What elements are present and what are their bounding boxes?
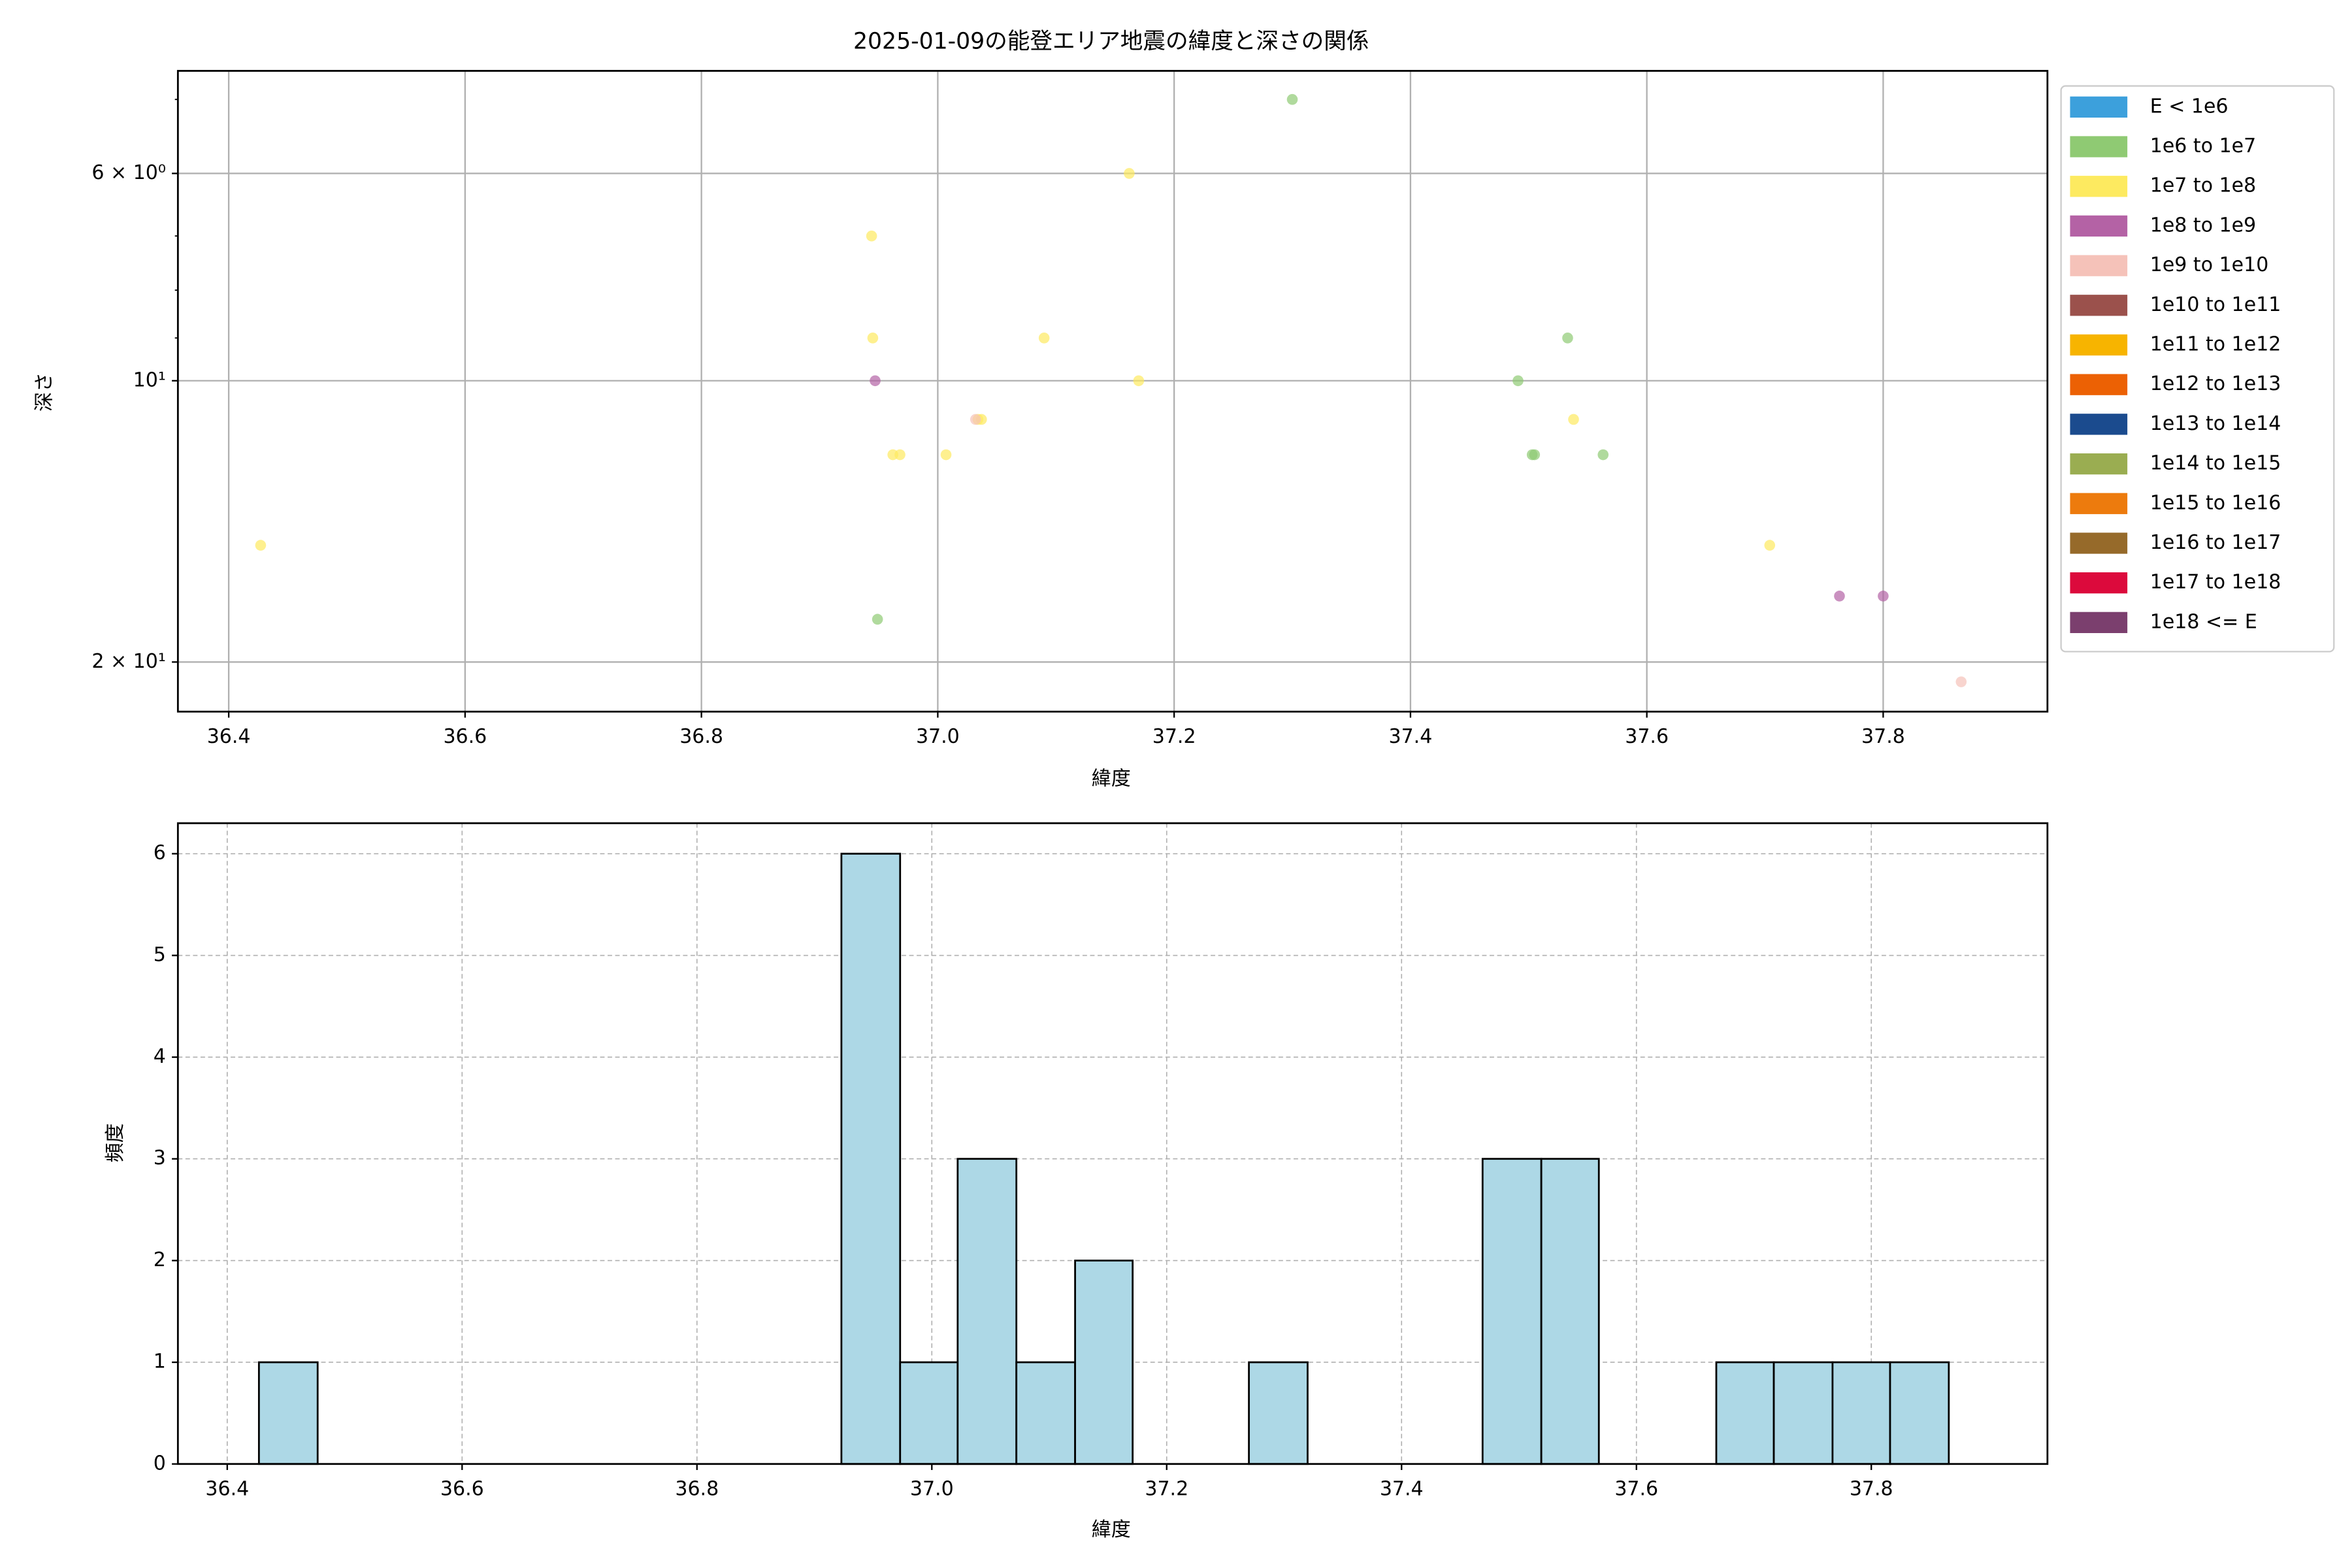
scatter-point: [255, 540, 267, 551]
legend-label: 1e18 <= E: [2150, 610, 2257, 633]
legend-label: 1e17 to 1e18: [2150, 571, 2281, 594]
x-tick-label: 37.8: [1850, 1478, 1893, 1501]
histogram-bar: [1772, 1361, 1834, 1465]
histogram-bar: [1481, 1158, 1543, 1465]
legend-label: 1e6 to 1e7: [2150, 135, 2256, 157]
scatter-point: [1597, 449, 1609, 461]
plot-frame: [176, 70, 2049, 713]
legend-box: [2060, 85, 2335, 653]
scatter-point: [1568, 414, 1579, 425]
legend-label: 1e9 to 1e10: [2150, 253, 2269, 276]
x-tick-label: 37.6: [1614, 1478, 1658, 1501]
legend-label: 1e15 to 1e16: [2150, 491, 2281, 514]
legend-swatch: [2070, 374, 2128, 395]
scatter-point: [894, 449, 906, 461]
y-tick-label: 0: [154, 1452, 166, 1475]
x-tick-label: 37.8: [1861, 725, 1905, 748]
scatter-point: [867, 333, 879, 344]
y-tick-label: 10¹: [133, 368, 166, 391]
x-tick-label: 37.0: [916, 725, 960, 748]
histogram-bar: [1015, 1361, 1076, 1465]
x-axis-label: 緯度: [1092, 1518, 1131, 1541]
legend-label: E < 1e6: [2150, 95, 2229, 118]
histogram-bar: [899, 1361, 959, 1465]
legend-swatch: [2070, 453, 2128, 475]
x-tick-label: 36.6: [440, 1478, 484, 1501]
y-tick-label: 6: [154, 841, 166, 864]
scatter-point: [1878, 591, 1889, 602]
legend-swatch: [2070, 334, 2128, 356]
scatter-point: [1529, 449, 1541, 461]
x-tick-label: 36.8: [675, 1478, 719, 1501]
histogram-bar: [1074, 1260, 1134, 1465]
scatter-point: [970, 414, 981, 425]
y-tick-label: 1: [154, 1350, 166, 1373]
legend-swatch: [2070, 572, 2128, 594]
histogram-bar: [840, 853, 902, 1465]
histogram-bar: [1831, 1361, 1891, 1465]
legend-swatch: [2070, 493, 2128, 514]
legend-label: 1e11 to 1e12: [2150, 333, 2281, 356]
y-tick-label: 4: [154, 1045, 166, 1068]
scatter-point: [1038, 333, 1050, 344]
legend-swatch: [2070, 136, 2128, 157]
x-tick-label: 37.4: [1388, 725, 1432, 748]
legend-label: 1e8 to 1e9: [2150, 214, 2256, 237]
histogram-bar: [1540, 1158, 1600, 1465]
scatter-point: [1834, 591, 1845, 602]
chart-title: 2025-01-09の能登エリア地震の緯度と深さの関係: [853, 29, 1369, 55]
legend-swatch: [2070, 176, 2128, 197]
y-axis-label: 頻度: [104, 1123, 127, 1162]
legend-label: 1e10 to 1e11: [2150, 293, 2281, 316]
legend-swatch: [2070, 255, 2128, 276]
x-tick-label: 37.2: [1152, 725, 1196, 748]
plot-frame: [176, 822, 2049, 1465]
scatter-point: [1955, 676, 1967, 687]
y-tick-label: 2 × 10¹: [91, 650, 166, 673]
histogram-bar: [1715, 1361, 1775, 1465]
legend-swatch: [2070, 215, 2128, 237]
scatter-point: [1764, 540, 1776, 551]
legend-swatch: [2070, 612, 2128, 633]
x-tick-label: 36.8: [679, 725, 723, 748]
y-axis-label: 深さ: [33, 372, 56, 412]
x-tick-label: 37.4: [1380, 1478, 1424, 1501]
histogram-bar: [956, 1158, 1018, 1465]
x-tick-label: 37.2: [1145, 1478, 1188, 1501]
histogram-bar: [1889, 1361, 1950, 1465]
legend-label: 1e12 to 1e13: [2150, 372, 2281, 395]
legend-label: 1e14 to 1e15: [2150, 452, 2281, 475]
x-axis-label: 緯度: [1092, 768, 1131, 791]
scatter-point: [1562, 333, 1573, 344]
scatter-point: [866, 230, 877, 242]
x-tick-label: 36.4: [205, 1478, 249, 1501]
x-tick-label: 36.4: [207, 725, 251, 748]
legend-swatch: [2070, 532, 2128, 554]
legend-label: 1e7 to 1e8: [2150, 174, 2256, 197]
scatter-point: [1124, 168, 1135, 179]
histogram-bar: [1248, 1361, 1309, 1465]
scatter-point: [872, 613, 883, 625]
legend-swatch: [2070, 96, 2128, 118]
legend-swatch: [2070, 414, 2128, 435]
legend-label: 1e16 to 1e17: [2150, 531, 2281, 554]
scatter-point: [1133, 375, 1145, 387]
scatter-point: [1512, 375, 1524, 387]
y-tick-label: 3: [154, 1147, 166, 1169]
scatter-point: [1286, 93, 1298, 105]
histogram-bar: [257, 1361, 319, 1465]
scatter-point: [940, 449, 952, 461]
x-tick-label: 36.6: [443, 725, 487, 748]
legend-label: 1e13 to 1e14: [2150, 412, 2281, 435]
scatter-point: [870, 375, 881, 387]
legend-swatch: [2070, 295, 2128, 316]
y-tick-label: 6 × 10⁰: [91, 161, 166, 184]
x-tick-label: 37.6: [1625, 725, 1669, 748]
y-tick-label: 2: [154, 1249, 166, 1271]
x-tick-label: 37.0: [910, 1478, 954, 1501]
y-tick-label: 5: [154, 943, 166, 966]
